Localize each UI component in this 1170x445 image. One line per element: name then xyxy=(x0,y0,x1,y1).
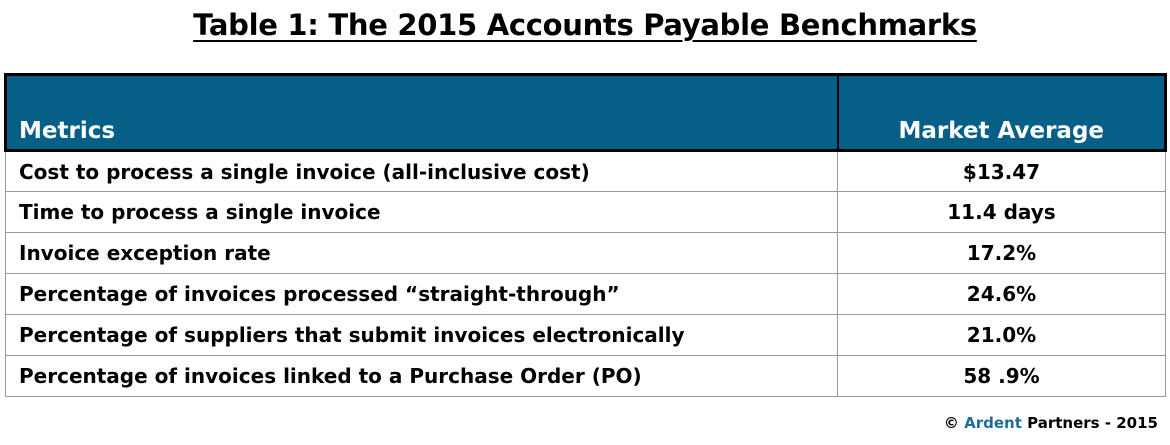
benchmarks-table-container: Metrics Market Average Cost to process a… xyxy=(4,73,1167,397)
value-cell: $13.47 xyxy=(837,149,1166,192)
benchmarks-table: Metrics Market Average Cost to process a… xyxy=(4,73,1167,397)
metric-cell: Invoice exception rate xyxy=(5,232,838,274)
value-cell: 24.6% xyxy=(837,273,1166,315)
value-cell: 11.4 days xyxy=(837,191,1166,233)
metric-cell: Percentage of invoices linked to a Purch… xyxy=(5,355,838,397)
value-cell: 17.2% xyxy=(837,232,1166,274)
copyright-footer: © Ardent Partners - 2015 xyxy=(944,414,1158,432)
metric-cell: Percentage of suppliers that submit invo… xyxy=(5,314,838,356)
column-header-metrics: Metrics xyxy=(4,73,839,152)
brand-name-rest: Partners - 2015 xyxy=(1027,414,1158,432)
table-title: Table 1: The 2015 Accounts Payable Bench… xyxy=(193,8,977,42)
metric-cell: Cost to process a single invoice (all-in… xyxy=(5,149,838,192)
brand-name-ardent: Ardent xyxy=(964,414,1022,432)
table-row: Invoice exception rate 17.2% xyxy=(5,232,1166,274)
metric-cell: Time to process a single invoice xyxy=(5,191,838,233)
table-row: Percentage of invoices linked to a Purch… xyxy=(5,355,1166,397)
table-row: Percentage of suppliers that submit invo… xyxy=(5,314,1166,356)
value-cell: 21.0% xyxy=(837,314,1166,356)
table-row: Time to process a single invoice 11.4 da… xyxy=(5,191,1166,233)
column-header-market-average: Market Average xyxy=(836,73,1167,152)
table-header-row: Metrics Market Average xyxy=(4,73,1167,152)
value-cell: 58 .9% xyxy=(837,355,1166,397)
copyright-symbol: © xyxy=(943,414,959,432)
table-row: Cost to process a single invoice (all-in… xyxy=(5,149,1166,192)
table-row: Percentage of invoices processed “straig… xyxy=(5,273,1166,315)
metric-cell: Percentage of invoices processed “straig… xyxy=(5,273,838,315)
